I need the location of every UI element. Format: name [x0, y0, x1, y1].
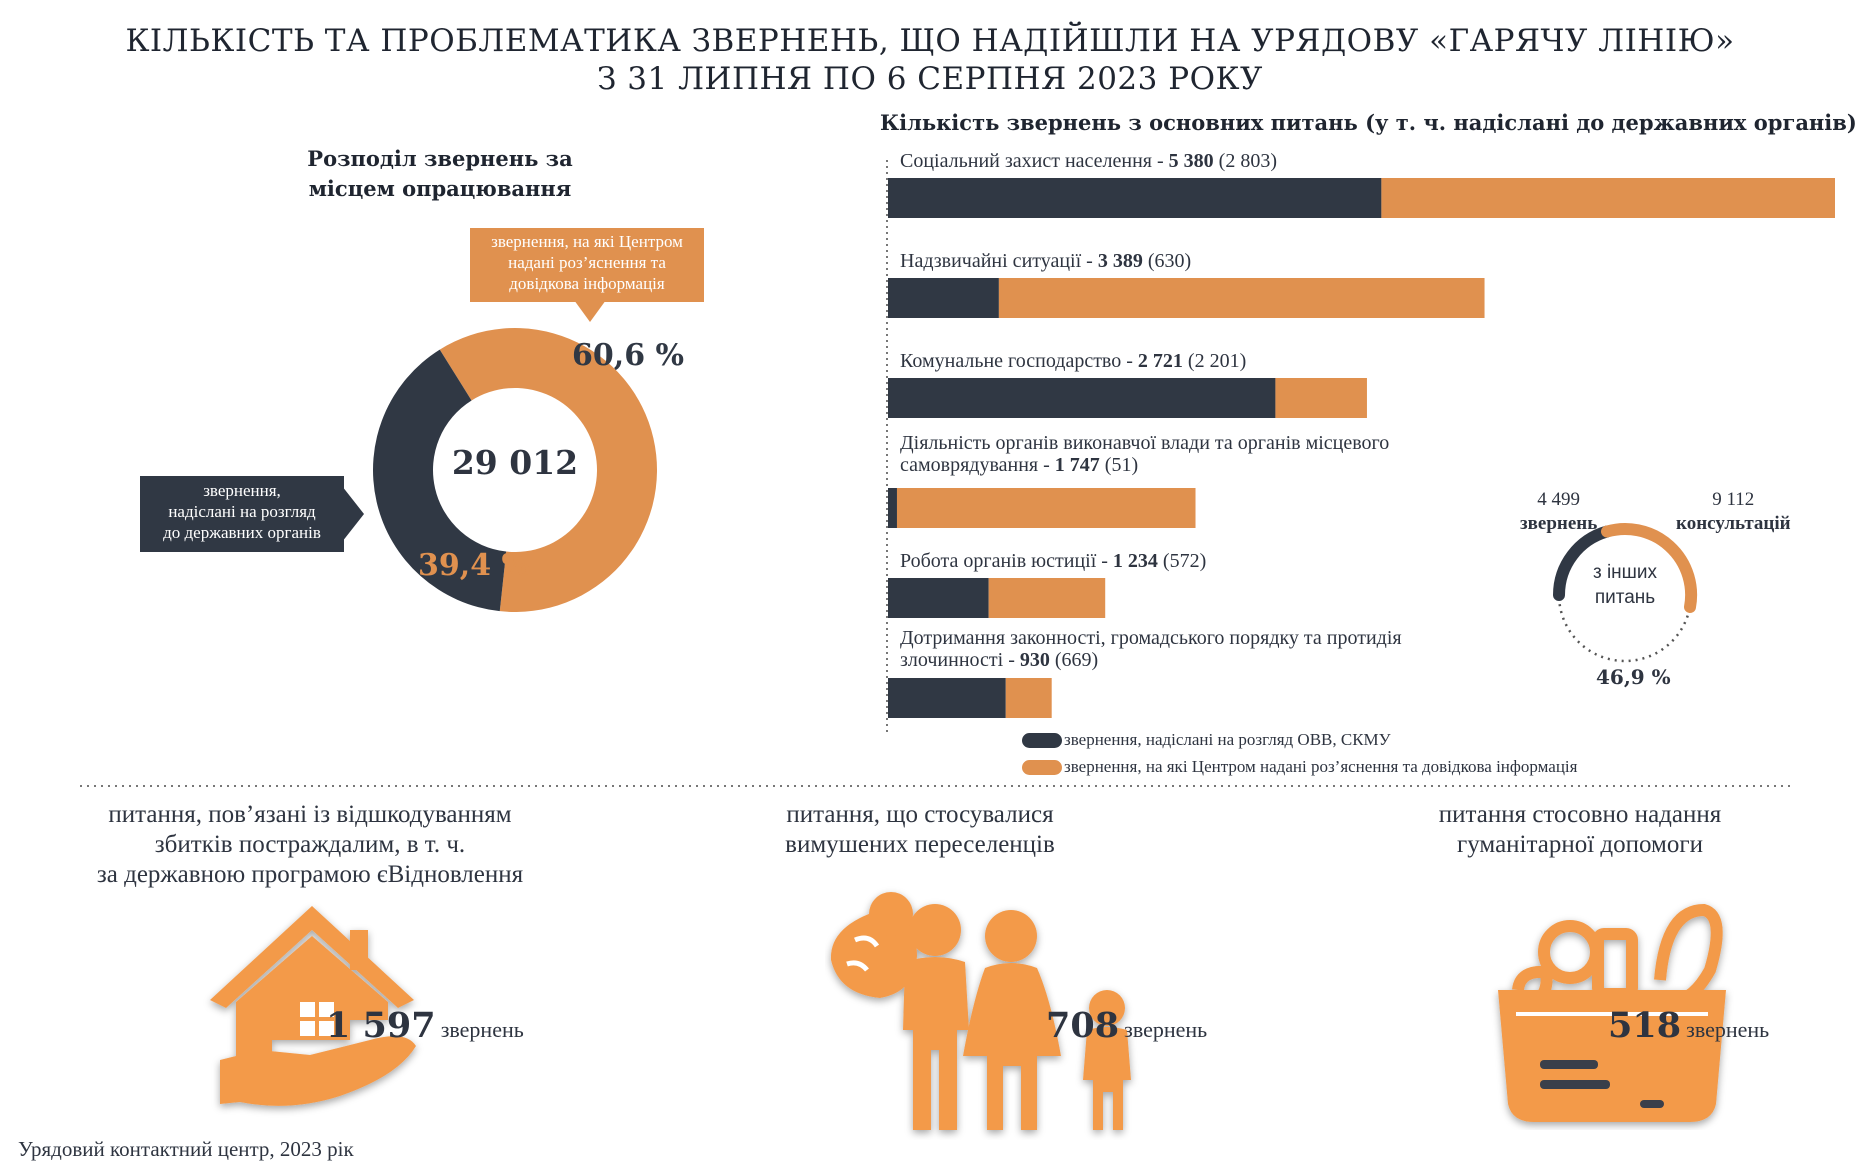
bar-label-1: Надзвичайні ситуації - 3 389 (630) [900, 250, 1460, 272]
bar-label-3: Діяльність органів виконавчої влади та о… [900, 432, 1460, 476]
legend-dark: звернення, надіслані на розгляд ОВВ, СКМ… [1022, 730, 1391, 750]
donut-slice-dark [373, 349, 507, 612]
bar-label-sent: (2 803) [1213, 150, 1277, 172]
orange-callout: звернення, на які Центром надані роз’ясн… [470, 228, 704, 302]
bars-axis-dotted [886, 160, 888, 735]
bar-label-sent: (51) [1099, 454, 1139, 476]
bar-label-5: Дотримання законності, громадського поря… [900, 627, 1460, 671]
food-basket-icon [1498, 903, 1726, 1122]
legend-orange-swatch [1022, 759, 1062, 775]
other-consultations: 9 112 консультацій [1676, 489, 1791, 534]
main-title-line1: КІЛЬКІСТЬ ТА ПРОБЛЕМАТИКА ЗВЕРНЕНЬ, ЩО Н… [125, 23, 1735, 59]
bar-dark-3 [888, 488, 897, 528]
dark-slice-pct: 39,4 % [418, 548, 531, 583]
refugee-family-icon [830, 892, 1131, 1130]
bar-label-text: Надзвичайні ситуації - [900, 250, 1098, 272]
bar-label-2: Комунальне господарство - 2 721 (2 201) [900, 350, 1460, 372]
bar-label-sent: (2 201) [1182, 350, 1247, 372]
bar-label-text: Комунальне господарство - [900, 350, 1138, 372]
bar-label-sent: (572) [1157, 550, 1207, 572]
bar-dark-0 [888, 178, 1382, 218]
orange-slice-pct: 60,6 % [572, 338, 685, 373]
bar-label-total: 930 [1019, 649, 1050, 671]
bar-label-sent: (630) [1142, 250, 1192, 272]
dark-callout-pointer [342, 486, 364, 542]
bar-label-total: 5 380 [1168, 150, 1214, 172]
footer-source: Урядовий контактний центр, 2023 рік [18, 1137, 354, 1161]
bar-orange-2 [1275, 378, 1367, 418]
bar-label-text: Робота органів юстиції - [900, 550, 1113, 572]
bar-orange-3 [896, 488, 1196, 528]
bar-label-text: Дотримання законності, громадського поря… [900, 627, 1402, 671]
bar-dark-5 [888, 678, 1006, 718]
humanitarian-count: 518 звернень [1608, 1005, 1770, 1046]
section-divider [80, 785, 1790, 787]
bar-label-text: Соціальний захист населення - [900, 150, 1169, 172]
section-idp-title: питання, що стосувалися вимушених пересе… [785, 801, 1055, 858]
donut-title: Розподіл звернень за місцем опрацювання [307, 146, 573, 201]
bar-orange-0 [1381, 178, 1835, 218]
donut-slice-orange [439, 328, 657, 612]
bar-label-4: Робота органів юстиції - 1 234 (572) [900, 550, 1460, 572]
donut-chart [373, 328, 657, 612]
bar-orange-1 [998, 278, 1485, 318]
bar-label-total: 2 721 [1137, 350, 1183, 372]
orange-callout-pointer [574, 300, 606, 322]
bar-label-total: 1 747 [1054, 454, 1100, 476]
bars-title: Кількість звернень з основних питань (у … [880, 110, 1857, 135]
legend-dark-swatch [1022, 732, 1062, 748]
bar-orange-4 [988, 578, 1106, 618]
bar-dark-1 [888, 278, 999, 318]
bar-label-total: 1 234 [1112, 550, 1158, 572]
other-requests: 4 499 звернень [1520, 489, 1598, 534]
bar-label-total: 3 389 [1097, 250, 1143, 272]
legend-orange: звернення, на які Центром надані роз’ясн… [1022, 757, 1577, 777]
section-humanitarian-title: питання стосовно надання гуманітарної до… [1438, 801, 1722, 858]
idp-count: 708 звернень [1046, 1005, 1208, 1046]
other-pct: 46,9 % [1596, 665, 1671, 689]
section-compensation-title: питання, пов’язані із відшкодуванням зби… [96, 801, 524, 888]
bar-label-sent: (669) [1049, 649, 1099, 671]
dark-callout: звернення, надіслані на розгляд до держа… [140, 476, 344, 552]
donut-total: 29 012 [451, 443, 579, 482]
compensation-count: 1 597 звернень [326, 1005, 524, 1046]
house-in-hand-icon [210, 906, 416, 1106]
bar-label-0: Соціальний захист населення - 5 380 (2 8… [900, 150, 1460, 172]
bar-label-text: Діяльність органів виконавчої влади та о… [900, 432, 1390, 476]
main-title-line2: З 31 ЛИПНЯ ПО 6 СЕРПНЯ 2023 РОКУ [597, 61, 1263, 97]
bar-orange-5 [1005, 678, 1052, 718]
other-issues-ring [1553, 522, 1698, 663]
bar-dark-2 [888, 378, 1276, 418]
bar-dark-4 [888, 578, 989, 618]
other-center-label: з інших питань [1592, 562, 1658, 608]
